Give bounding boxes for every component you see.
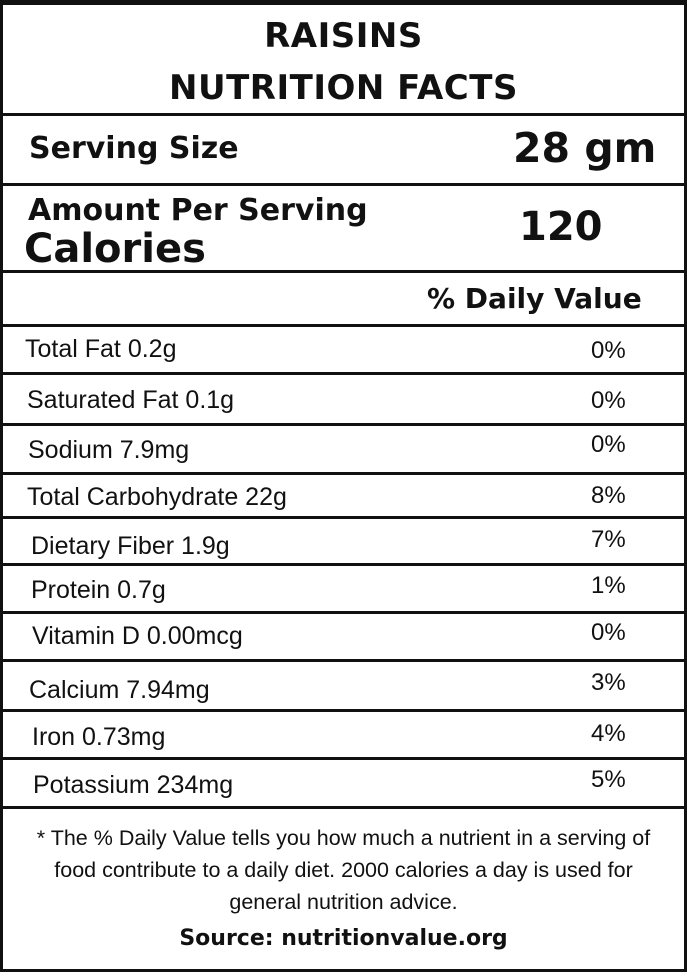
calories-value: 120 bbox=[519, 204, 603, 250]
serving-size-label: Serving Size bbox=[29, 131, 239, 166]
nutrient-name: Iron 0.73mg bbox=[32, 723, 166, 751]
divider bbox=[3, 372, 684, 375]
nutrient-daily-value: 5% bbox=[591, 766, 626, 793]
nutrient-daily-value: 3% bbox=[591, 669, 626, 696]
nutrient-name: Dietary Fiber 1.9g bbox=[31, 532, 230, 560]
nutrient-daily-value: 1% bbox=[591, 572, 626, 599]
nutrient-daily-value: 8% bbox=[591, 482, 626, 509]
divider bbox=[3, 659, 684, 662]
label-title: NUTRITION FACTS bbox=[169, 68, 518, 108]
nutrient-name: Potassium 234mg bbox=[33, 771, 234, 799]
divider bbox=[3, 113, 684, 116]
daily-value-footnote: * The % Daily Value tells you how much a… bbox=[36, 826, 651, 914]
divider bbox=[3, 183, 684, 186]
calories-label: Calories bbox=[24, 226, 206, 272]
divider bbox=[3, 472, 684, 475]
source-credit: Source: nutritionvalue.org bbox=[179, 926, 508, 951]
nutrient-name: Total Fat 0.2g bbox=[25, 335, 177, 363]
serving-size-value: 28 gm bbox=[513, 124, 657, 172]
nutrient-name: Sodium 7.9mg bbox=[28, 436, 190, 464]
divider bbox=[3, 423, 684, 426]
divider bbox=[3, 516, 684, 519]
product-name: RAISINS bbox=[264, 16, 423, 56]
divider bbox=[3, 611, 684, 614]
nutrient-name: Vitamin D 0.00mcg bbox=[32, 622, 243, 650]
nutrient-daily-value: 0% bbox=[591, 337, 626, 364]
nutrient-name: Total Carbohydrate 22g bbox=[27, 483, 287, 511]
amount-per-serving-label: Amount Per Serving bbox=[28, 193, 368, 228]
divider bbox=[3, 757, 684, 760]
nutrient-daily-value: 0% bbox=[591, 619, 626, 646]
divider bbox=[3, 709, 684, 712]
divider bbox=[3, 563, 684, 566]
divider bbox=[3, 324, 684, 327]
nutrient-daily-value: 0% bbox=[591, 431, 626, 458]
daily-value-header: % Daily Value bbox=[427, 282, 642, 315]
top-border bbox=[3, 0, 684, 5]
nutrient-name: Calcium 7.94mg bbox=[29, 676, 210, 704]
nutrient-name: Saturated Fat 0.1g bbox=[27, 386, 235, 414]
divider bbox=[3, 806, 684, 809]
nutrient-name: Protein 0.7g bbox=[31, 576, 166, 604]
nutrient-daily-value: 7% bbox=[591, 526, 626, 553]
nutrient-daily-value: 0% bbox=[591, 387, 626, 414]
divider bbox=[3, 270, 684, 273]
nutrient-daily-value: 4% bbox=[591, 720, 626, 747]
